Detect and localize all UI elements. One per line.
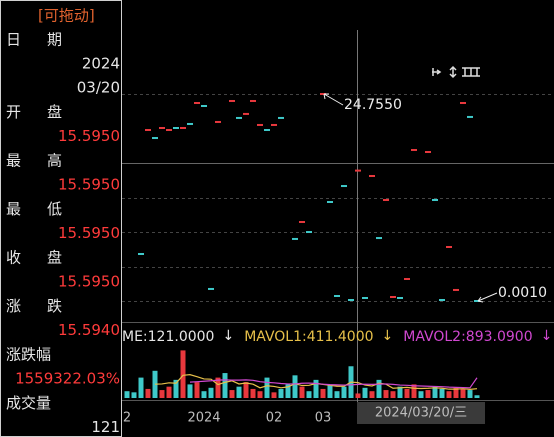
legend-entry: MAVOL1:411.4000 [244,329,373,345]
volume-bar [418,391,424,398]
field-value: 15.5950 [58,273,120,291]
drag-label[interactable]: [可拖动] [38,7,95,25]
field-label: 收盘 [6,249,88,267]
volume-bar [334,391,340,398]
field-label: 涨跌幅 [6,346,51,364]
field-value: 15.5950 [58,176,120,194]
volume-bar [453,387,459,398]
volume-bar [271,392,277,398]
volume-bar [327,384,333,398]
volume-bar [166,386,172,398]
field-value: 15.5950 [58,127,120,145]
volume-bar [257,391,263,398]
volume-bar [397,386,403,398]
volume-bar [250,388,256,398]
ma-line [189,377,478,389]
field-value: 2024 [82,55,120,73]
volume-bar [243,382,249,398]
icon-zoom[interactable] [449,65,457,79]
x-tick-label: 2 [123,411,131,426]
volume-bar [404,388,410,398]
volume-bar [152,370,158,398]
volume-bar [229,390,235,398]
volume-bar [411,384,417,398]
icon-range[interactable] [462,67,480,77]
volume-bar [341,386,347,398]
volume-bar [131,392,137,398]
crosshair-label: 2024/03/20/三 [375,406,467,421]
volume-bar [194,382,200,398]
field-value: 15.5950 [58,224,120,242]
volume-bar [362,387,368,398]
volume-bar [173,379,179,398]
volume-bar [124,391,130,398]
volume-bar [467,390,473,398]
field-value: 121 [91,418,120,436]
volume-bar [355,393,361,398]
volume-bar [390,391,396,398]
volume-bar [285,384,291,398]
volume-bar [439,388,445,398]
legend-arrow: ↓ [541,328,553,344]
volume-bar [201,391,207,398]
field-label: 最高 [6,152,88,170]
volume-bar [187,384,193,398]
field-label: 开盘 [6,103,88,121]
arrow-head [477,296,484,303]
field-label: 日期 [6,31,88,49]
x-tick-label: 03 [315,411,332,426]
volume-bar [138,377,144,398]
annotation-label: 0.0010 [498,285,547,301]
volume-bar [383,390,389,398]
legend-arrow: ↓ [222,328,234,344]
field-label: 涨跌 [6,297,88,315]
volume-bar [313,379,319,398]
volume-bar [208,387,214,398]
icon-fit[interactable] [432,68,442,76]
volume-bar [145,388,151,398]
field-value: 15.5940 [58,321,120,339]
volume-bar [215,377,221,398]
annotation-arrow [477,292,498,302]
volume-bar [446,391,452,398]
annotation-arrow [323,93,344,106]
volume-bar [180,350,186,398]
crosshair-label-box [357,402,485,424]
volume-bar [278,388,284,398]
volume-bar [460,388,466,398]
field-value: 1559322.03% [15,370,120,388]
volume-bar [425,390,431,398]
volume-bar [432,386,438,398]
annotation-label: 24.7550 [344,97,402,113]
volume-bar [320,388,326,398]
volume-bar [222,373,228,398]
x-tick-label: 02 [266,411,283,426]
legend-entry: MAVOL2:893.0900 [403,329,532,345]
volume-bar [474,395,480,398]
volume-bar [264,377,270,398]
arrow-head [323,93,329,100]
field-value: 03/20 [77,79,120,97]
volume-bar [306,391,312,398]
legend-entry: ME:121.0000 [122,329,214,345]
volume-bar [376,379,382,398]
legend-arrow: ↓ [382,328,394,344]
x-tick-label: 2024 [187,411,220,426]
volume-bar [369,391,375,398]
volume-bar [299,386,305,398]
toolbar-icons[interactable] [432,65,480,79]
volume-bar [236,386,242,398]
volume-bar [159,390,165,398]
field-label: 成交量 [6,394,51,412]
field-label: 最低 [6,200,88,218]
volume-bar [292,375,298,398]
